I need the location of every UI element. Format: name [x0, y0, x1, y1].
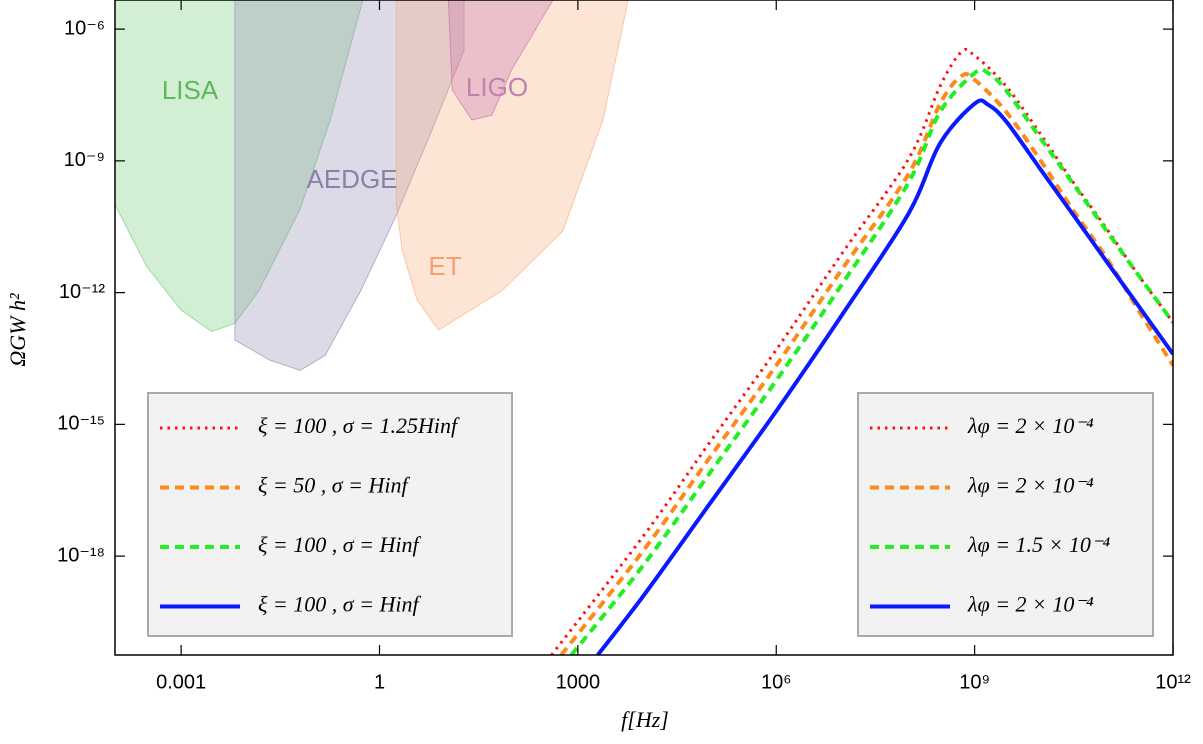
plot-frame [114, 0, 1174, 656]
x-tick-label: 0.001 [156, 671, 206, 693]
curve [559, 71, 1173, 655]
legend-label: ξ = 100 , σ = Hinf [258, 532, 421, 557]
sensitivity-region [234, 0, 465, 371]
region-label: ET [428, 251, 461, 281]
curve [550, 47, 1173, 655]
y-tick-label: 10⁻¹⁸ [57, 544, 105, 566]
legend-left [147, 392, 513, 637]
region-label: LIGO [466, 72, 528, 102]
regions [115, 0, 629, 371]
legend-right [857, 392, 1154, 637]
x-tick-label: 10¹² [1155, 671, 1191, 693]
sensitivity-region [395, 0, 629, 331]
x-tick-label: 10⁹ [959, 671, 990, 693]
legend-label: λφ = 2 × 10⁻⁴ [967, 592, 1094, 617]
sensitivity-region [447, 0, 554, 121]
legend-label: ξ = 50 , σ = Hinf [258, 473, 410, 498]
y-tick-label: 10⁻⁹ [64, 149, 105, 171]
curves [550, 47, 1173, 655]
sensitivity-region [115, 0, 364, 333]
y-tick-label: 10⁻⁶ [64, 17, 105, 39]
y-axis-label: ΩGW h² [5, 293, 30, 367]
legend-label: ξ = 100 , σ = Hinf [258, 592, 421, 617]
y-tick-label: 10⁻¹² [59, 281, 105, 303]
x-tick-label: 10⁶ [761, 671, 791, 693]
x-tick-label: 1 [374, 671, 385, 693]
region-label: AEDGE [306, 164, 397, 194]
legend-label: λφ = 2 × 10⁻⁴ [967, 473, 1094, 498]
region-label: LISA [162, 75, 219, 105]
curve [569, 67, 1173, 655]
curve [596, 98, 1173, 655]
legend-label: ξ = 100 , σ = 1.25Hinf [258, 413, 460, 438]
y-tick-label: 10⁻¹⁵ [57, 413, 105, 435]
x-axis-label: f[Hz] [621, 707, 669, 732]
x-tick-label: 1000 [556, 671, 601, 693]
legend-label: λφ = 1.5 × 10⁻⁴ [967, 532, 1111, 557]
legend-label: λφ = 2 × 10⁻⁴ [967, 413, 1094, 438]
